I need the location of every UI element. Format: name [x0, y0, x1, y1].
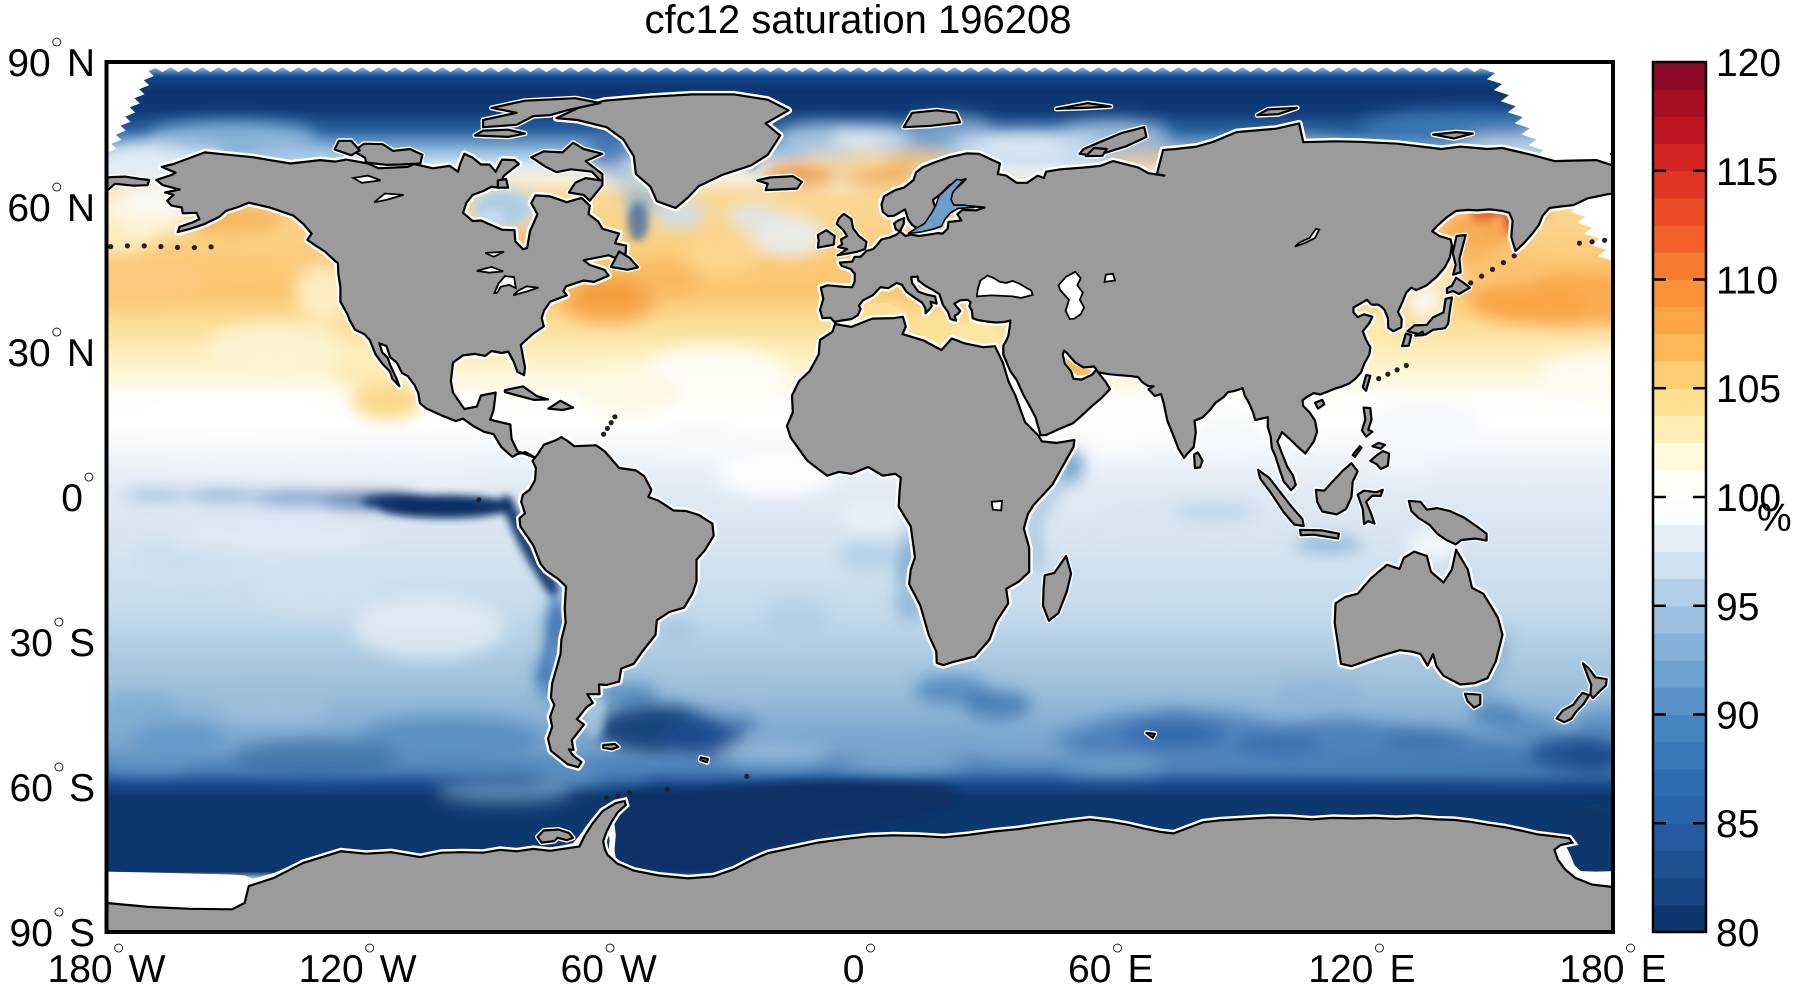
svg-text:105: 105 [1716, 368, 1781, 411]
svg-text:cfc12 saturation 196208: cfc12 saturation 196208 [645, 0, 1072, 42]
svg-text:100: 100 [1716, 477, 1781, 520]
svg-text:80: 80 [1716, 912, 1759, 955]
svg-text:%: % [1757, 497, 1792, 540]
svg-text:115: 115 [1716, 151, 1778, 194]
svg-text:120: 120 [1716, 42, 1781, 85]
svg-text:95: 95 [1716, 586, 1759, 629]
svg-text:90: 90 [1716, 695, 1759, 738]
svg-text:85: 85 [1716, 803, 1759, 846]
svg-text:110: 110 [1716, 260, 1778, 303]
